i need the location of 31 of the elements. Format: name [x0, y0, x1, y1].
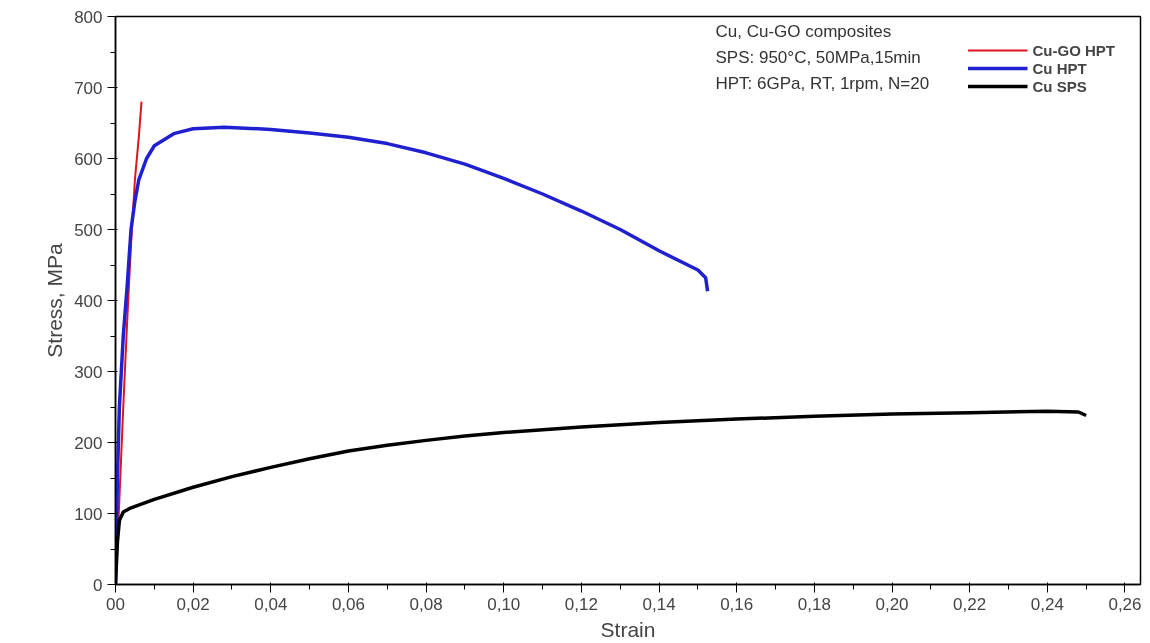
y-tick-label: 800 — [74, 7, 103, 27]
legend-label: Cu SPS — [1032, 77, 1087, 95]
annotation: HPT: 6GPa, RT, 1rpm, N=20 — [715, 73, 930, 93]
annotation: SPS: 950°C, 50MPa,15min — [715, 47, 921, 67]
x-tick-label: 0,10 — [487, 594, 521, 614]
legend-label: Cu HPT — [1032, 59, 1087, 77]
y-tick-label: 600 — [74, 149, 103, 169]
y-tick-label: 200 — [74, 433, 103, 453]
y-axis-title: Stress, MPa — [43, 243, 67, 358]
annotation: Cu, Cu-GO composites — [715, 21, 892, 41]
y-tick-label: 400 — [74, 291, 103, 311]
x-tick-label: 0,22 — [953, 594, 987, 614]
y-tick-label: 500 — [74, 220, 103, 240]
x-axis-title: Strain — [600, 617, 656, 641]
legend-label: Cu-GO HPT — [1032, 41, 1115, 59]
x-tick-label: 0,26 — [1108, 594, 1142, 614]
x-tick-label: 0,12 — [564, 594, 598, 614]
x-tick-label: 00 — [106, 594, 125, 614]
x-tick-label: 0,08 — [409, 594, 443, 614]
y-tick-label: 100 — [74, 504, 103, 524]
x-tick-label: 0,20 — [875, 594, 909, 614]
x-tick-label: 0,18 — [797, 594, 831, 614]
y-tick-label: 300 — [74, 362, 103, 382]
y-tick-label: 700 — [74, 78, 103, 98]
x-tick-label: 0,16 — [720, 594, 754, 614]
y-tick-label: 0 — [93, 575, 103, 595]
x-tick-label: 0,14 — [642, 594, 676, 614]
x-tick-label: 0,02 — [176, 594, 210, 614]
x-tick-label: 0,04 — [254, 594, 288, 614]
x-tick-label: 0,06 — [331, 594, 365, 614]
x-tick-label: 0,24 — [1030, 594, 1064, 614]
